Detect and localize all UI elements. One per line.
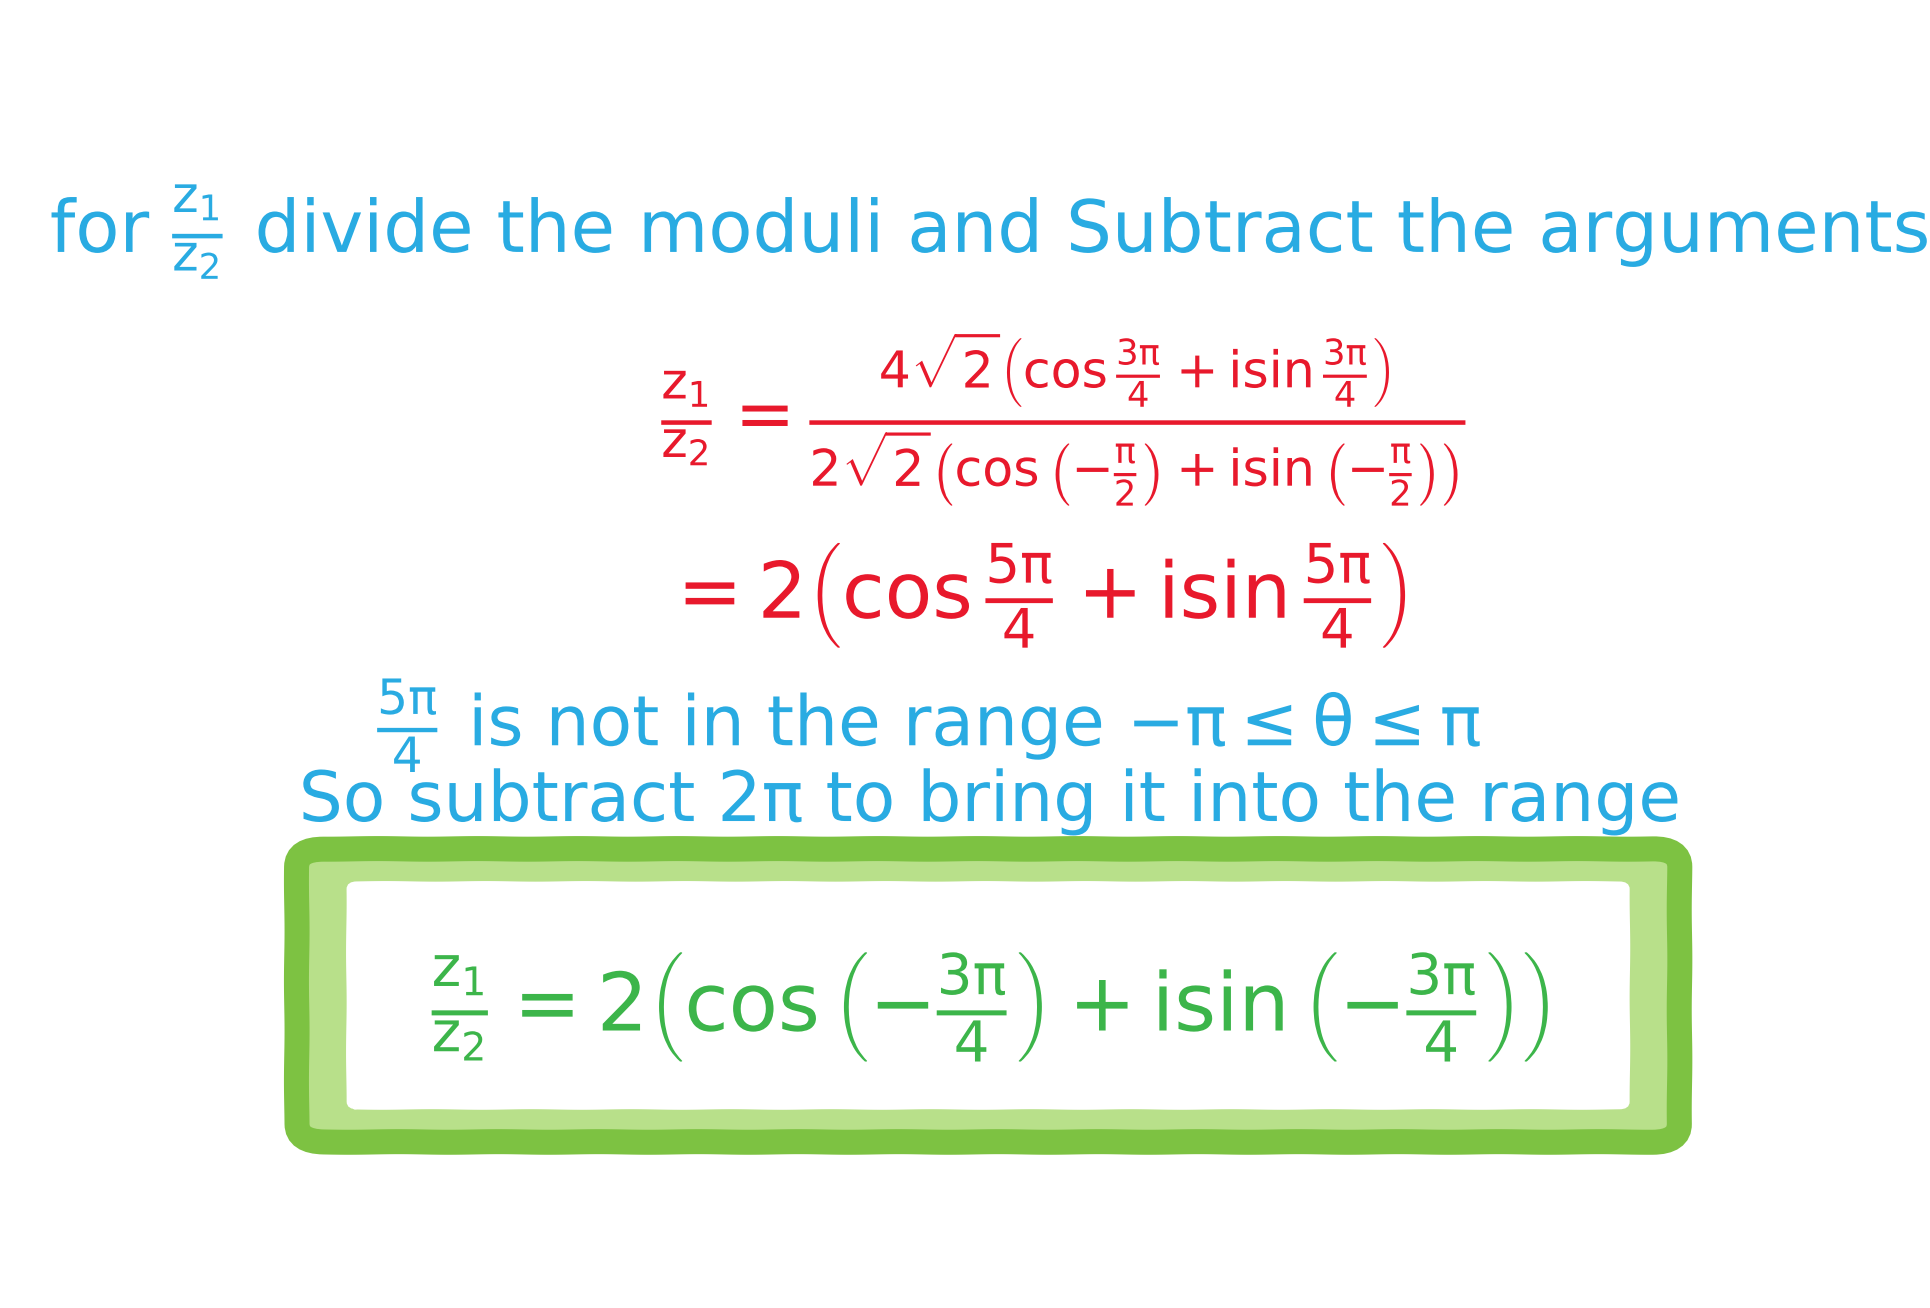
Text: $\frac{z_1}{z_2} = 2\left(\cos\left(-\frac{3\pi}{4}\right) + i\sin\left(-\frac{3: $\frac{z_1}{z_2} = 2\left(\cos\left(-\fr… — [432, 951, 1546, 1065]
Text: for $\frac{z_1}{z_2}$ divide the moduli and Subtract the arguments: for $\frac{z_1}{z_2}$ divide the moduli … — [50, 183, 1928, 283]
Text: So subtract $2\pi$ to bring it into the range: So subtract $2\pi$ to bring it into the … — [299, 766, 1679, 837]
FancyBboxPatch shape — [349, 884, 1627, 1107]
Text: $\frac{5\pi}{4}$ is not in the range $-\pi \leq \theta \leq \pi$: $\frac{5\pi}{4}$ is not in the range $-\… — [376, 676, 1482, 776]
Text: $\frac{z_1}{z_2} = \frac{4\sqrt{2}\left(\cos\frac{3\pi}{4} + i\sin\frac{3\pi}{4}: $\frac{z_1}{z_2} = \frac{4\sqrt{2}\left(… — [660, 328, 1467, 509]
FancyBboxPatch shape — [297, 849, 1679, 1142]
Text: $= 2\left(\cos\frac{5\pi}{4} + i\sin\frac{5\pi}{4}\right)$: $= 2\left(\cos\frac{5\pi}{4} + i\sin\fra… — [662, 540, 1407, 650]
